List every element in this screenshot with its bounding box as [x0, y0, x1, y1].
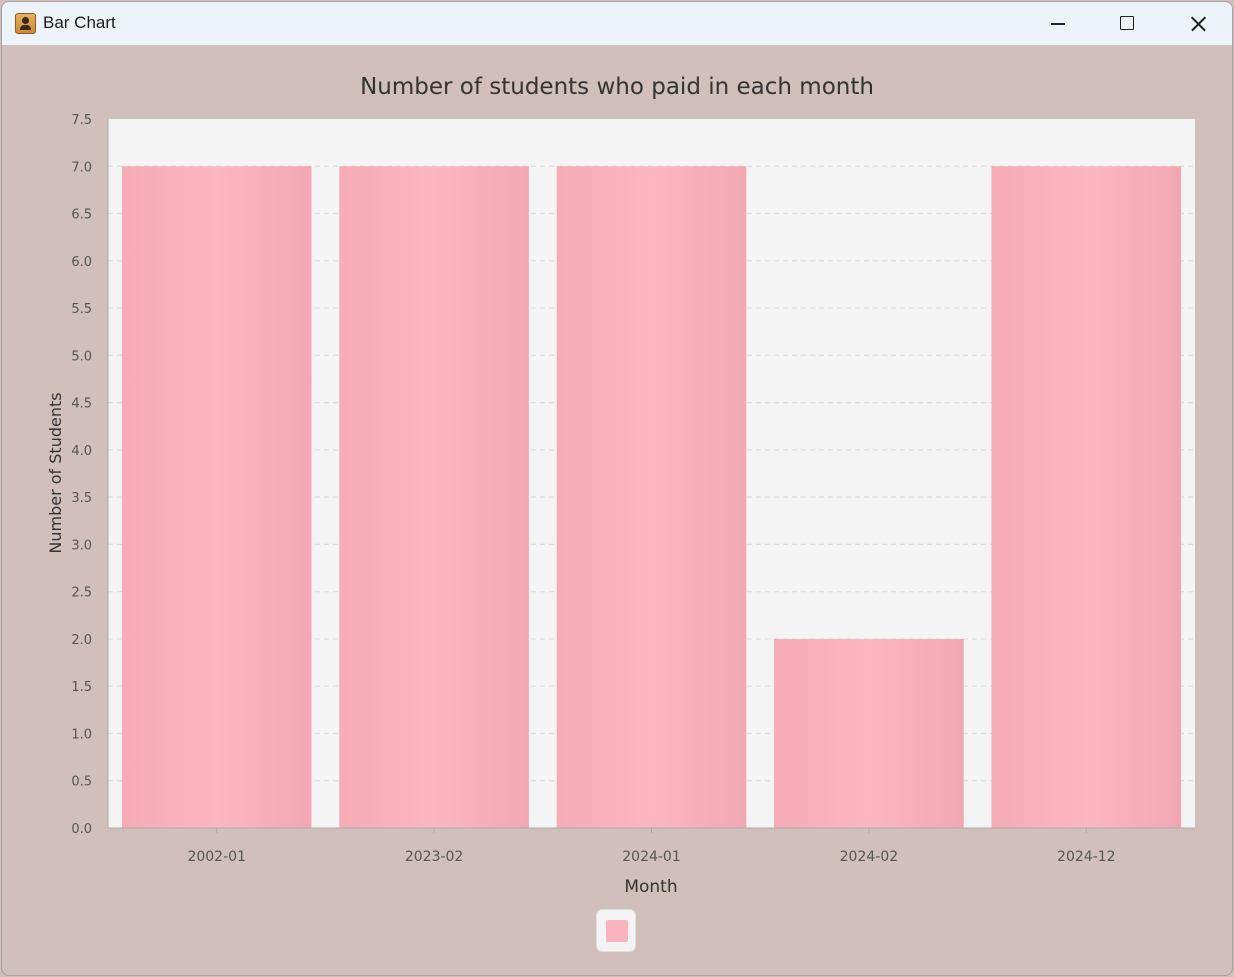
y-tick-label: 5.5 [71, 302, 92, 317]
y-tick-label: 3.5 [71, 491, 92, 506]
y-tick-label: 1.5 [71, 680, 92, 695]
x-tick-label: 2002-01 [187, 849, 246, 865]
x-tick-label: 2024-02 [840, 849, 899, 865]
x-tick-label: 2024-12 [1057, 849, 1116, 865]
y-tick-label: 5.0 [71, 349, 92, 364]
bars [121, 166, 1182, 828]
window-title: Bar Chart [43, 13, 116, 32]
app-icon [15, 13, 36, 34]
y-tick-label: 0.0 [71, 822, 92, 837]
y-tick-label: 3.0 [71, 538, 92, 553]
x-tick-labels: 2002-01 2023-02 2024-01 2024-02 2024-12 [187, 828, 1116, 865]
y-tick-label: 2.5 [71, 586, 92, 601]
y-tick-label: 0.5 [71, 775, 92, 790]
maximize-icon[interactable] [1099, 2, 1155, 45]
y-tick-label: 1.0 [71, 727, 92, 742]
x-tick-label: 2024-01 [622, 849, 681, 865]
x-tick-label: 2023-02 [405, 849, 464, 865]
legend [596, 909, 636, 952]
y-tick-label: 2.0 [71, 633, 92, 648]
bar-2024-01[interactable] [556, 166, 747, 828]
y-axis-label: Number of Students [46, 392, 65, 553]
y-tick-label: 4.5 [71, 397, 92, 412]
y-tick-label: 6.0 [71, 255, 92, 270]
chart-title: Number of students who paid in each mont… [360, 74, 874, 100]
minimize-icon[interactable] [1030, 2, 1086, 45]
y-tick-labels: 0.0 0.5 1.0 1.5 2.0 2.5 3.0 3.5 4.0 4.5 5.0 5.5 6.0 6… [71, 113, 92, 837]
y-tick-label: 6.5 [71, 208, 92, 223]
bar-2023-02[interactable] [339, 166, 529, 828]
bar-2024-02[interactable] [774, 638, 964, 828]
bar-2024-12[interactable] [991, 166, 1182, 828]
y-tick-label: 7.0 [71, 160, 92, 175]
legend-swatch [606, 920, 628, 942]
bar-2002-01[interactable] [121, 166, 312, 828]
x-axis-label: Month [624, 877, 677, 897]
y-tick-label: 4.0 [71, 444, 92, 459]
y-tick-label: 7.5 [71, 113, 92, 128]
title-bar[interactable]: Bar Chart [2, 2, 1232, 45]
